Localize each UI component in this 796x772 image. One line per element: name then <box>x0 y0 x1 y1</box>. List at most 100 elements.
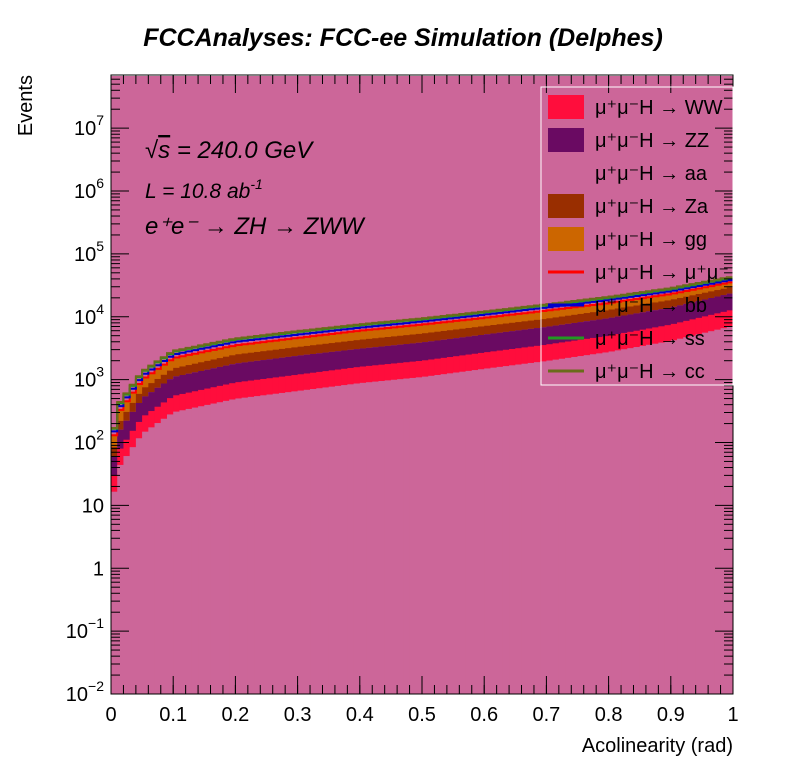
bar <box>596 353 603 694</box>
bar <box>708 331 715 694</box>
bar <box>247 396 255 694</box>
bar <box>241 397 249 694</box>
bar <box>515 364 522 694</box>
x-tick-label: 0.2 <box>221 704 249 726</box>
bar <box>695 334 703 694</box>
bar <box>403 378 410 694</box>
bar <box>266 394 274 694</box>
bar <box>353 383 361 694</box>
bar <box>328 386 336 694</box>
bar <box>621 349 628 694</box>
bar <box>297 390 305 694</box>
bar <box>303 389 311 694</box>
bar <box>540 361 547 694</box>
legend-label: μ⁺μ⁻H → ZZ <box>595 130 709 152</box>
series-line-μ⁺μ⁻H → bb <box>111 279 733 433</box>
bar <box>409 377 417 694</box>
bar <box>608 351 616 694</box>
y-tick-label: 103 <box>74 364 104 392</box>
bar <box>633 347 641 694</box>
legend-swatch <box>548 227 584 251</box>
bar <box>166 414 174 694</box>
bar <box>173 411 180 694</box>
bar <box>334 385 342 694</box>
y-tick-label: 107 <box>74 112 104 140</box>
bar <box>714 329 721 694</box>
y-tick-label: 105 <box>74 238 104 266</box>
x-axis-label: Acolinearity (rad) <box>582 735 733 757</box>
y-tick-label: 1 <box>93 558 104 580</box>
bar <box>123 456 131 694</box>
x-axis-ticks: 0 0.1 0.2 0.3 0.4 0.5 0.6 0.7 0.8 0.9 1 <box>105 75 739 726</box>
bar <box>210 403 218 694</box>
bar <box>378 380 386 694</box>
bar <box>645 344 653 694</box>
bar <box>509 365 516 694</box>
legend-label: μ⁺μ⁻H → aa <box>595 163 708 185</box>
bar <box>639 345 647 694</box>
bar <box>677 338 684 694</box>
bar <box>148 427 155 694</box>
bar <box>272 393 280 694</box>
bar <box>546 360 554 694</box>
bar <box>465 370 473 694</box>
histogram-outlines <box>111 276 733 437</box>
bar <box>453 372 460 694</box>
bar <box>422 376 429 694</box>
bar <box>222 400 230 694</box>
bar <box>527 362 535 694</box>
y-tick-label: 10−2 <box>66 678 104 706</box>
series-line-μ⁺μ⁻H → cc <box>111 276 733 429</box>
histogram-bars <box>111 76 734 694</box>
bar <box>316 388 323 694</box>
bar <box>552 359 560 694</box>
y-tick-label: 106 <box>74 175 104 203</box>
bar <box>216 402 224 694</box>
sqrt-symbol: √ <box>145 137 159 164</box>
bar <box>565 357 572 694</box>
y-tick-label: 104 <box>74 301 104 329</box>
legend-swatch <box>548 161 584 185</box>
y-tick-label: 10 <box>82 495 104 517</box>
y-tick-label: 102 <box>74 427 104 455</box>
legend-label: μ⁺μ⁻H → WW <box>595 97 723 119</box>
bar <box>191 407 199 694</box>
bar <box>135 438 143 694</box>
x-tick-label: 0.3 <box>284 704 312 726</box>
legend-swatch <box>548 128 584 152</box>
legend-label: μ⁺μ⁻H → ss <box>595 328 705 350</box>
bar <box>577 356 585 694</box>
bar <box>502 366 510 694</box>
x-tick-label: 0 <box>105 704 116 726</box>
bar <box>571 356 578 694</box>
bar <box>583 355 591 694</box>
legend-label: μ⁺μ⁻H → bb <box>595 295 707 317</box>
chart-title: FCCAnalyses: FCC-ee Simulation (Delphes) <box>143 24 663 52</box>
bar <box>415 377 423 694</box>
x-tick-label: 0.4 <box>346 704 374 726</box>
bar <box>179 410 187 694</box>
bar <box>198 406 205 694</box>
y-axis-label: Events <box>15 75 37 136</box>
bar <box>142 431 149 694</box>
bar <box>664 341 672 694</box>
bar <box>670 340 678 694</box>
bar <box>589 354 597 694</box>
lumi-base: L = 10.8 ab <box>145 180 251 203</box>
bar <box>372 381 379 694</box>
bar <box>129 447 137 694</box>
x-tick-label: 0.1 <box>159 704 187 726</box>
bar <box>278 392 286 694</box>
bar <box>428 375 435 694</box>
x-tick-label: 1 <box>727 704 738 726</box>
bar <box>117 464 124 694</box>
bar <box>496 366 504 694</box>
series-line-μ⁺μ⁻H → μ⁺μ⁻ <box>111 281 733 437</box>
bar <box>384 380 392 694</box>
bar <box>533 362 541 694</box>
bar <box>154 423 162 694</box>
legend-swatch <box>548 194 584 218</box>
bar <box>720 328 728 694</box>
bar <box>602 352 609 694</box>
